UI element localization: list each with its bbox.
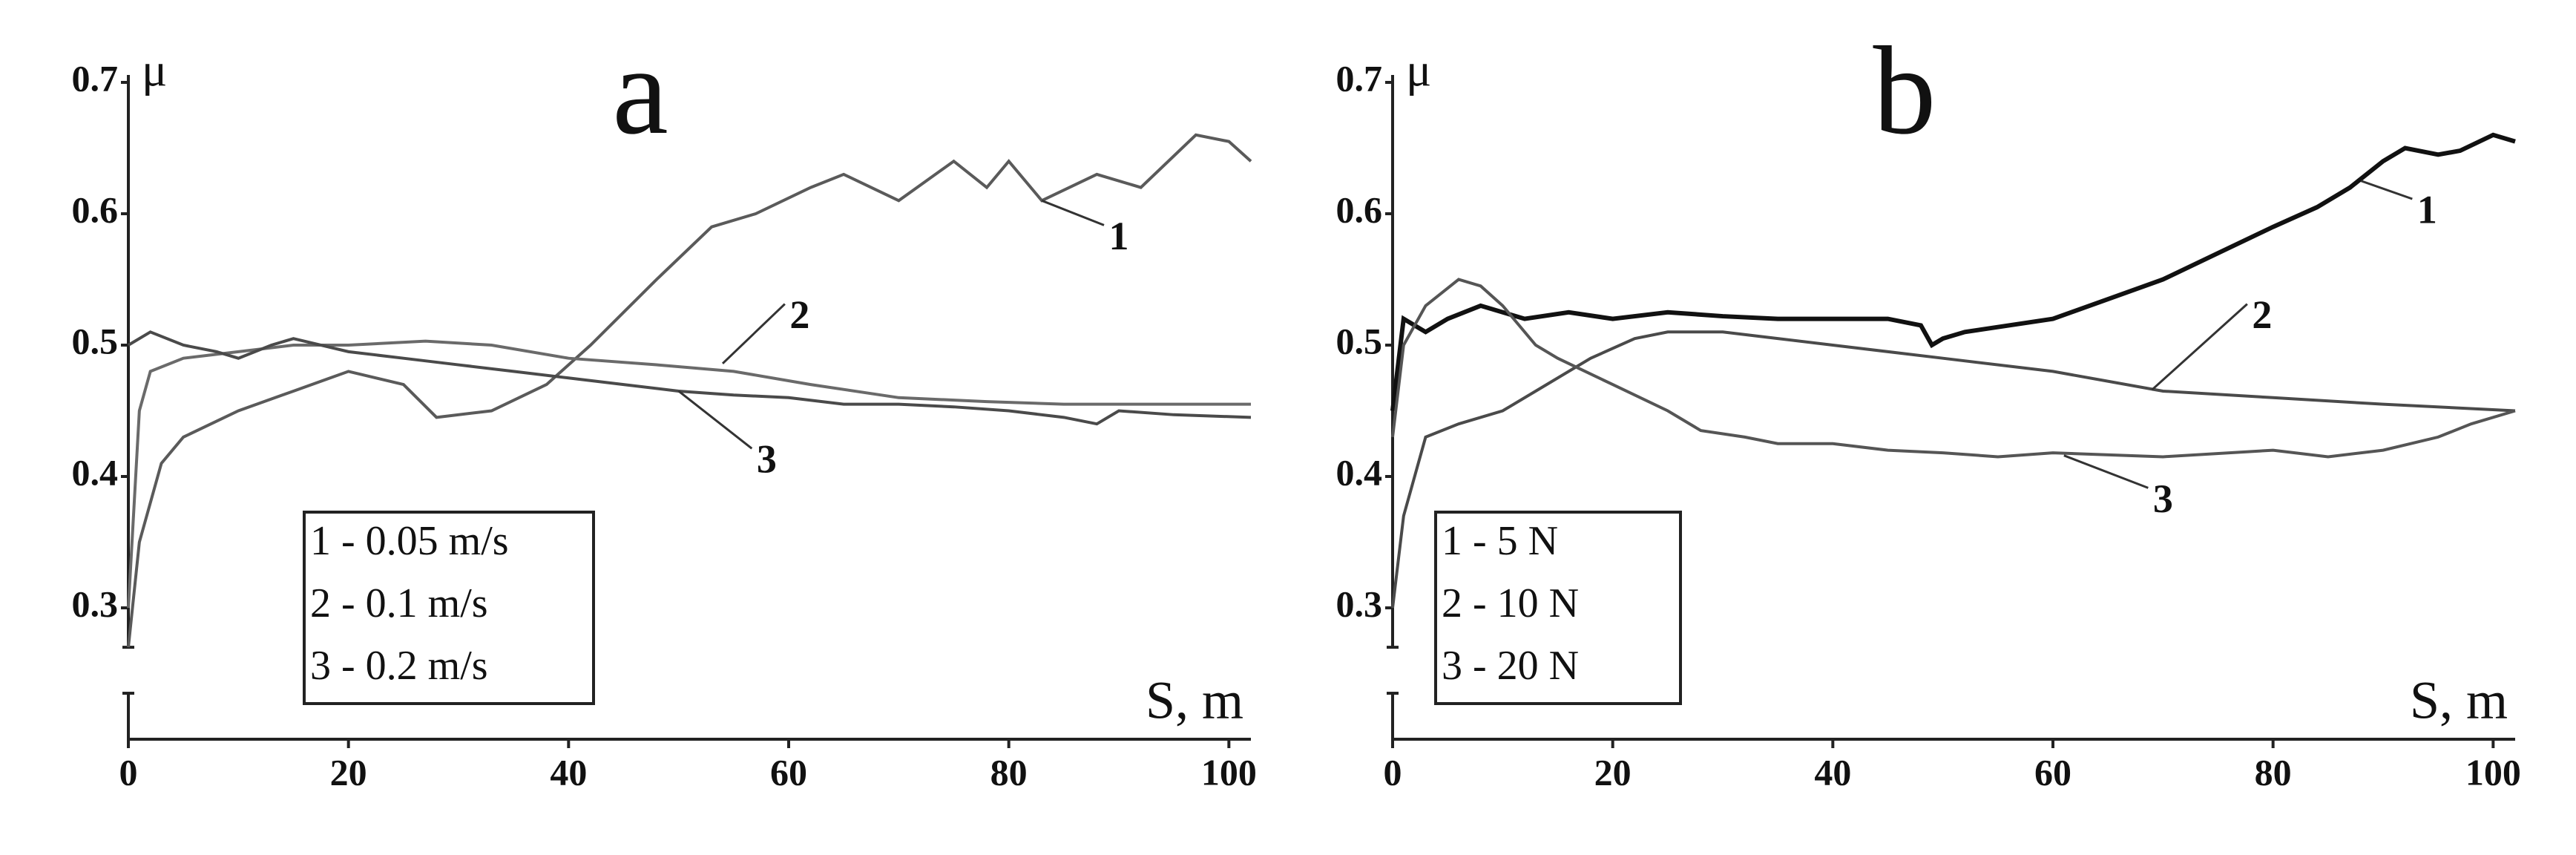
x-tick-label: 100 xyxy=(1201,751,1257,793)
leader-line xyxy=(2063,454,2149,489)
y-tick-label: 0.7 xyxy=(72,57,119,99)
x-tick-label: 0 xyxy=(1384,751,1402,793)
y-axis-label: μ xyxy=(1406,44,1431,96)
legend-entry: 3 - 20 N xyxy=(1442,643,1579,689)
legend-box xyxy=(303,511,595,705)
y-tick-label: 0.5 xyxy=(1336,320,1383,361)
y-tick-label: 0.3 xyxy=(72,583,119,624)
x-tick-label: 40 xyxy=(1814,751,1851,793)
x-tick-label: 20 xyxy=(330,751,367,793)
x-tick-label: 60 xyxy=(770,751,807,793)
legend-entry: 2 - 10 N xyxy=(1442,580,1579,626)
y-tick-label: 0.3 xyxy=(1336,583,1383,624)
x-axis-label: S, m xyxy=(1146,671,1243,730)
leader-line xyxy=(2360,180,2413,200)
y-tick-label: 0.4 xyxy=(72,451,119,493)
curve-label: 2 xyxy=(789,292,809,337)
data-line xyxy=(1391,330,2516,609)
data-line xyxy=(127,330,1252,426)
legend-box xyxy=(1434,511,1682,705)
curve-label: 3 xyxy=(757,437,777,482)
leader-line xyxy=(2151,303,2248,391)
y-tick-label: 0.6 xyxy=(72,189,119,230)
y-tick-label: 0.4 xyxy=(1336,451,1383,493)
legend-entry: 3 - 0.2 m/s xyxy=(310,643,488,689)
x-axis-label: S, m xyxy=(2410,671,2508,730)
legend-entry: 1 - 5 N xyxy=(1442,518,1558,564)
x-tick-label: 40 xyxy=(550,751,587,793)
y-tick-label: 0.5 xyxy=(72,320,119,361)
x-tick-label: 20 xyxy=(1594,751,1632,793)
data-line xyxy=(1390,132,2516,411)
data-line xyxy=(127,133,1252,648)
y-tick-label: 0.7 xyxy=(1336,57,1383,99)
x-tick-label: 60 xyxy=(2034,751,2071,793)
leader-line xyxy=(1041,199,1105,226)
leader-line xyxy=(677,390,753,450)
legend-entry: 2 - 0.1 m/s xyxy=(310,580,488,626)
panel-title: b xyxy=(1873,21,1936,160)
x-tick-label: 0 xyxy=(119,751,138,793)
x-tick-label: 80 xyxy=(990,751,1028,793)
data-line xyxy=(1391,278,2516,459)
curve-label: 1 xyxy=(2417,187,2437,232)
curve-label: 2 xyxy=(2252,292,2272,337)
curve-label: 3 xyxy=(2153,476,2173,521)
x-tick-label: 80 xyxy=(2255,751,2292,793)
data-line xyxy=(127,339,1251,609)
panel-title: a xyxy=(612,21,668,160)
y-tick-label: 0.6 xyxy=(1336,189,1383,230)
curve-label: 1 xyxy=(1109,214,1129,258)
legend-entry: 1 - 0.05 m/s xyxy=(310,518,509,564)
leader-line xyxy=(721,303,786,364)
x-tick-label: 100 xyxy=(2465,751,2521,793)
y-axis-label: μ xyxy=(142,44,167,96)
